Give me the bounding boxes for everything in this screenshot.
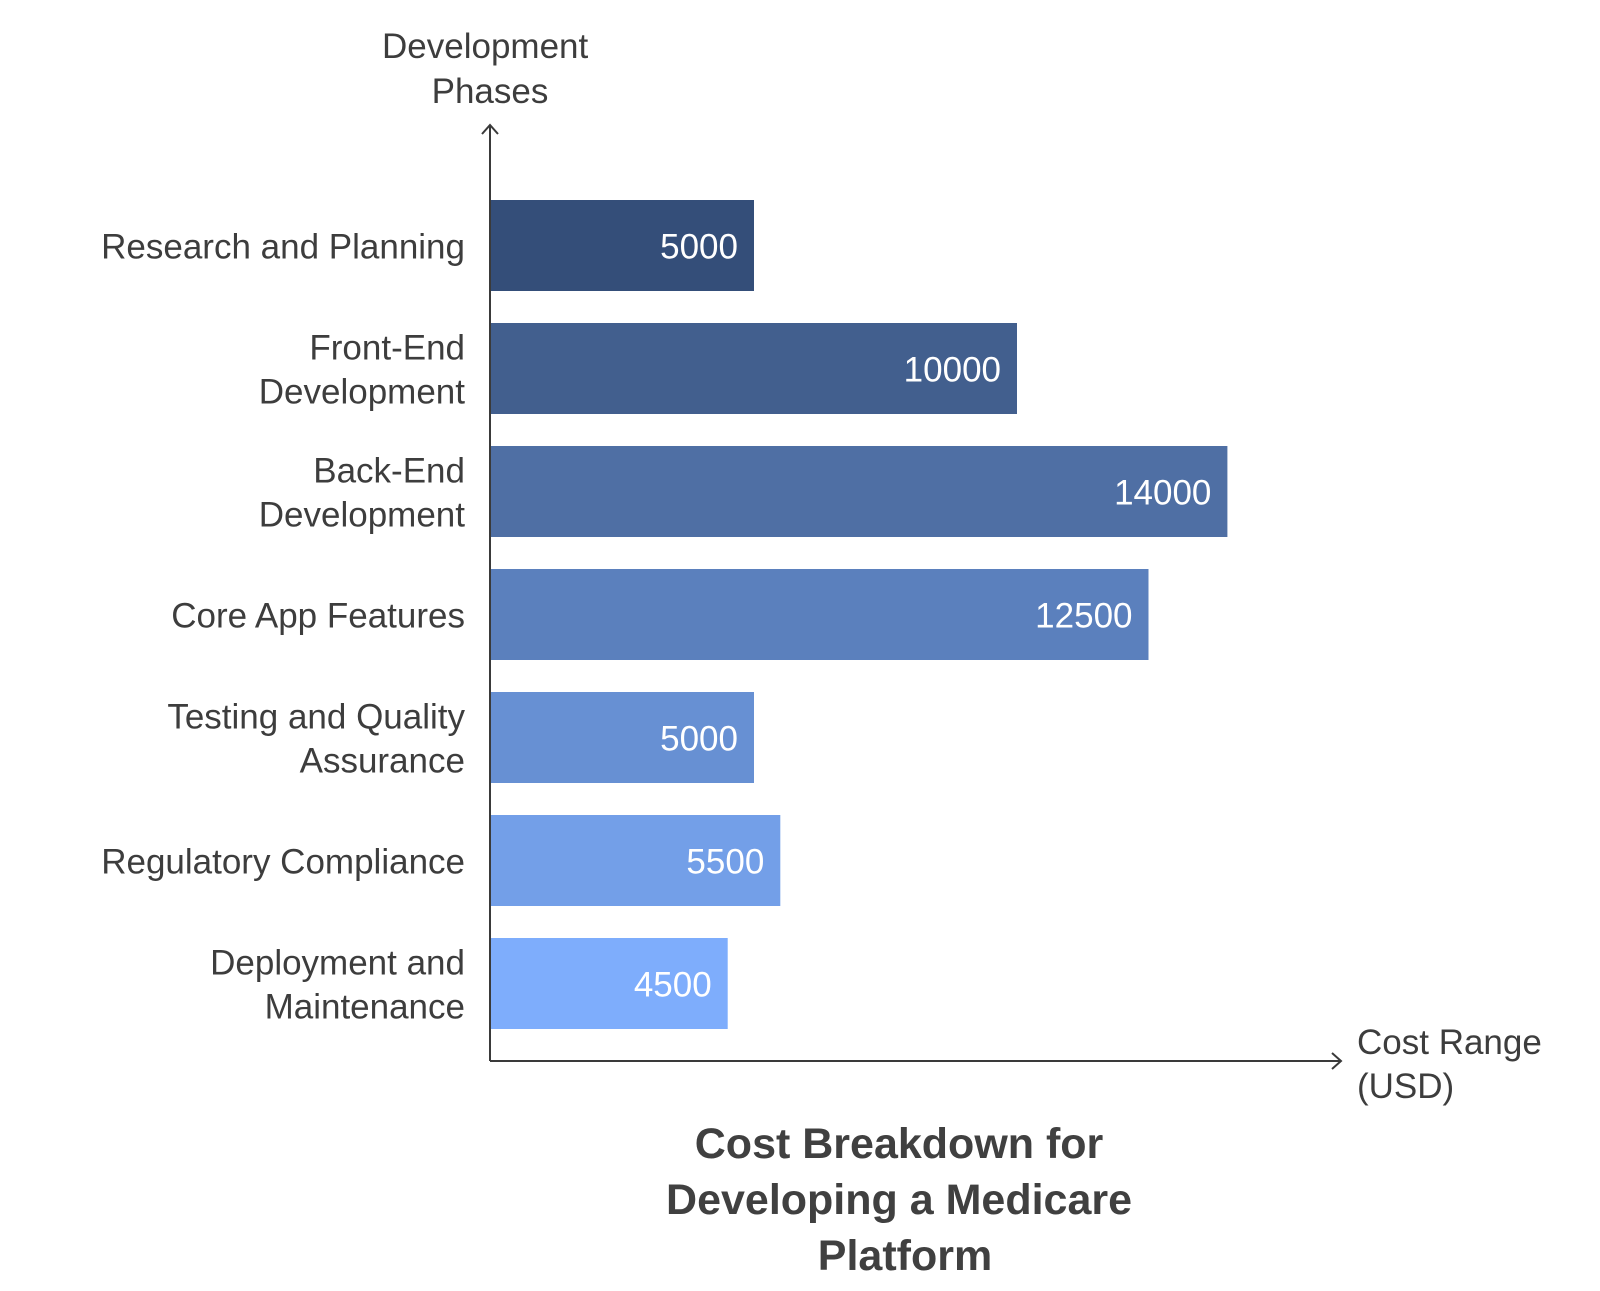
category-label: Back-End Development (259, 452, 465, 535)
bar-value-label: 14000 (1114, 474, 1211, 513)
bar-value-label: 12500 (1035, 597, 1132, 636)
category-label-line: Development (259, 373, 465, 412)
category-label: Testing and Quality Assurance (167, 698, 465, 781)
bar (491, 692, 754, 783)
bar (491, 569, 1149, 660)
x-axis-title-line-1: Cost Range (1357, 1023, 1542, 1062)
category-label-line: Research and Planning (101, 228, 465, 267)
category-label-line: Back-End (313, 452, 465, 491)
category-label: Regulatory Compliance (101, 843, 465, 882)
bar-value-labels: 5000 10000 14000 12500 5000 5500 4500 (634, 228, 1212, 1005)
bar (491, 815, 781, 906)
y-axis-title-line-2: Phases (432, 72, 549, 111)
bar (491, 446, 1228, 537)
category-label-line: Assurance (300, 742, 465, 781)
x-axis-title: Cost Range (USD) (1357, 1023, 1552, 1106)
category-label-line: Front-End (309, 329, 465, 368)
bar-value-label: 5500 (686, 843, 764, 882)
bar-value-label: 4500 (634, 966, 712, 1005)
bar (491, 323, 1017, 414)
chart-title-line-1: Cost Breakdown for (695, 1120, 1104, 1168)
y-axis-title: Development Phases (382, 27, 598, 111)
y-axis-arrowhead (481, 123, 499, 135)
category-label: Research and Planning (101, 228, 465, 267)
category-label: Deployment and Maintenance (210, 944, 465, 1027)
bar (491, 200, 754, 291)
bars (491, 200, 1228, 1029)
x-axis-arrowhead (1331, 1052, 1343, 1070)
chart-title-line-2: Developing a Medicare (666, 1176, 1132, 1224)
x-axis-title-line-2: (USD) (1357, 1067, 1454, 1106)
category-label: Core App Features (171, 597, 465, 636)
y-axis: Development Phases (382, 27, 598, 1061)
chart-title: Cost Breakdown for Developing a Medicare… (666, 1120, 1144, 1280)
chart-title-line-3: Platform (818, 1232, 992, 1280)
bar-value-label: 10000 (904, 351, 1001, 390)
category-label-line: Regulatory Compliance (101, 843, 465, 882)
category-label-line: Deployment and (210, 944, 465, 983)
category-labels: Research and Planning Front-End Developmen… (101, 228, 465, 1027)
bar (491, 938, 728, 1029)
category-label: Front-End Development (259, 329, 465, 412)
x-axis: Cost Range (USD) (490, 1023, 1552, 1106)
category-label-line: Core App Features (171, 597, 465, 636)
bar-value-label: 5000 (660, 720, 738, 759)
category-label-line: Testing and Quality (167, 698, 465, 737)
y-axis-title-line-1: Development (382, 27, 588, 66)
bar-value-label: 5000 (660, 228, 738, 267)
category-label-line: Development (259, 496, 465, 535)
category-label-line: Maintenance (265, 988, 465, 1027)
